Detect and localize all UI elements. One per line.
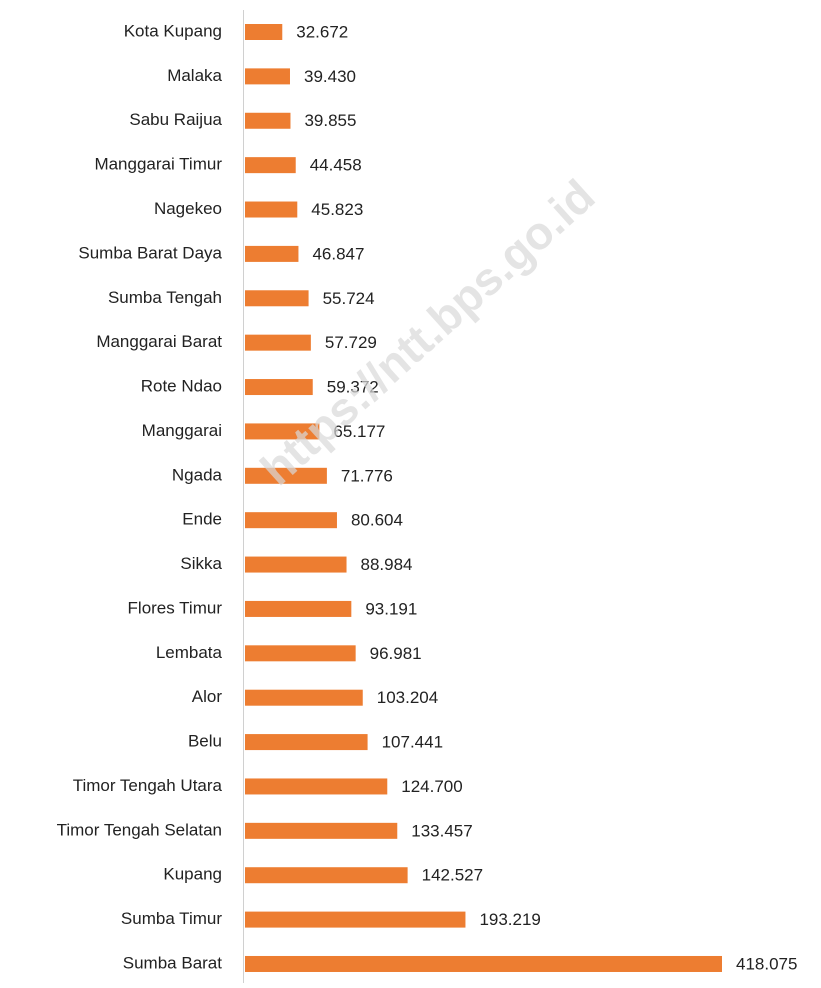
category-label: Malaka	[167, 66, 222, 85]
bar	[245, 379, 313, 396]
value-label: 124.700	[401, 777, 462, 796]
category-label: Ende	[182, 510, 222, 529]
value-label: 103.204	[377, 688, 438, 707]
category-label: Belu	[188, 732, 222, 751]
value-label: 133.457	[411, 821, 472, 840]
bar	[245, 423, 320, 440]
value-label: 46.847	[312, 244, 364, 263]
bar	[245, 334, 311, 351]
category-label: Sumba Tengah	[108, 288, 222, 307]
category-label: Sumba Barat Daya	[78, 243, 222, 262]
bar	[245, 68, 290, 85]
category-label: Alor	[192, 687, 223, 706]
watermark: https://ntt.bps.go.id	[251, 169, 605, 495]
value-label: 142.527	[422, 866, 483, 885]
category-label: Flores Timur	[128, 598, 223, 617]
bar	[245, 201, 298, 218]
category-label: Sikka	[180, 554, 222, 573]
bar	[245, 24, 283, 40]
value-label: 45.823	[311, 200, 363, 219]
category-label: Ngada	[172, 465, 223, 484]
value-label: 93.191	[365, 599, 417, 618]
bar	[245, 911, 466, 928]
bar	[245, 556, 347, 573]
value-label: 107.441	[382, 733, 443, 752]
value-label: 57.729	[325, 333, 377, 352]
category-label: Manggarai Timur	[94, 155, 222, 174]
value-label: 418.075	[736, 954, 797, 973]
category-label: Lembata	[156, 643, 223, 662]
bar	[245, 645, 356, 662]
category-label: Manggarai Barat	[96, 332, 222, 351]
bar	[245, 734, 368, 751]
bar	[245, 290, 309, 307]
bar	[245, 600, 352, 617]
category-label: Timor Tengah Selatan	[57, 820, 222, 839]
category-label: Kupang	[163, 865, 222, 884]
value-label: 71.776	[341, 466, 393, 485]
category-label: Sumba Timur	[121, 909, 222, 928]
value-label: 39.430	[304, 67, 356, 86]
bar	[245, 512, 337, 529]
category-label: Manggarai	[142, 421, 222, 440]
value-label: 44.458	[310, 156, 362, 175]
value-label: 39.855	[304, 111, 356, 130]
bar	[245, 867, 408, 884]
value-label: 32.672	[296, 22, 348, 41]
value-label: 80.604	[351, 511, 403, 530]
bar	[245, 467, 327, 484]
value-label: 193.219	[479, 910, 540, 929]
category-label: Sabu Raijua	[129, 110, 222, 129]
category-label: Kota Kupang	[124, 21, 222, 40]
bar	[245, 955, 722, 972]
value-label: 65.177	[333, 422, 385, 441]
category-label: Rote Ndao	[141, 377, 222, 396]
bar	[245, 689, 363, 706]
category-label: Sumba Barat	[123, 953, 222, 972]
bar	[245, 157, 296, 174]
bar	[245, 778, 388, 795]
bar	[245, 822, 398, 839]
bar	[245, 245, 299, 262]
value-label: 96.981	[370, 644, 422, 663]
bar	[245, 112, 291, 129]
category-label: Timor Tengah Utara	[73, 776, 223, 795]
value-label: 55.724	[323, 289, 375, 308]
value-label: 88.984	[361, 555, 413, 574]
value-label: 59.372	[327, 378, 379, 397]
category-label: Nagekeo	[154, 199, 222, 218]
